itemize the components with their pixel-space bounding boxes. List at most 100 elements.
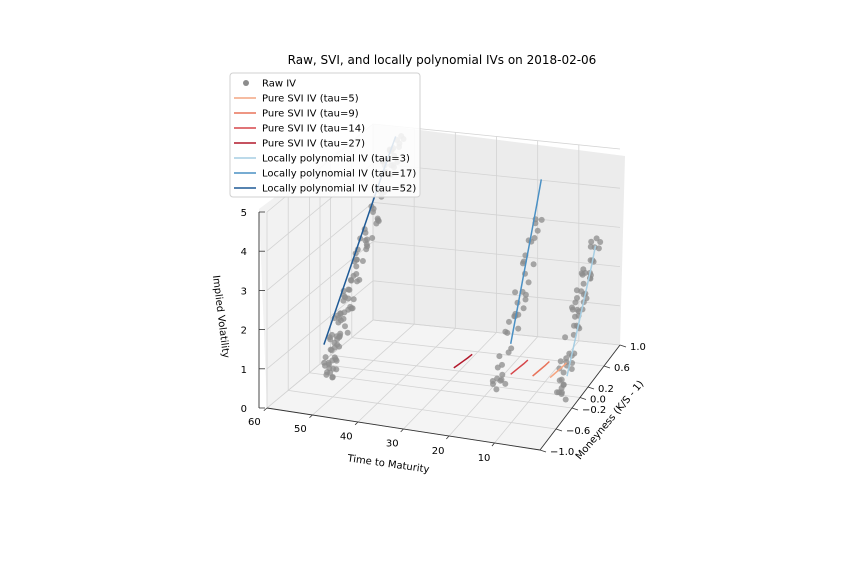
raw-iv-point <box>374 215 381 222</box>
grid-lines <box>266 123 621 451</box>
raw-iv-point <box>342 323 348 330</box>
raw-iv-point <box>346 286 353 293</box>
raw-iv-point <box>498 376 505 383</box>
series-line <box>509 179 543 344</box>
raw-iv-point <box>353 263 360 270</box>
raw-iv-point <box>348 305 355 312</box>
raw-iv-point <box>573 287 580 294</box>
raw-iv-point <box>333 357 340 364</box>
raw-iv-point <box>566 350 573 357</box>
y-tick-label: 0.2 <box>598 384 614 395</box>
raw-iv-point <box>530 261 537 268</box>
raw-iv-point <box>359 258 366 264</box>
raw-iv-point <box>354 278 360 285</box>
y-tick-label: 0.6 <box>614 363 630 374</box>
raw-iv-point <box>364 243 371 250</box>
y-tick-mark <box>539 449 547 453</box>
legend-box <box>229 72 421 198</box>
chart-title: Raw, SVI, and locally polynomial IVs on … <box>288 53 597 67</box>
raw-iv-point <box>348 277 355 284</box>
raw-iv-point <box>563 355 570 362</box>
raw-iv-point <box>568 366 575 372</box>
grid-line-iv <box>266 280 621 370</box>
raw-iv-point <box>334 336 341 343</box>
x-tick-label: 30 <box>386 439 399 450</box>
x-tick-label: 60 <box>248 417 261 428</box>
tick-labels: 60 50 40 30 20 10 −1.0 −0.6 −0.20.00.20.61.0 0 1 2 3… <box>241 208 646 464</box>
series-line <box>453 353 473 369</box>
raw-iv-point <box>519 260 526 267</box>
raw-iv-point <box>562 334 569 341</box>
raw-iv-point <box>329 374 336 380</box>
raw-iv-point <box>335 319 342 326</box>
x-tick-label: 40 <box>340 431 353 442</box>
z-axis-label: Implied Volatility <box>210 275 231 359</box>
z-tick-label: 4 <box>241 247 247 258</box>
raw-iv-point <box>595 245 602 252</box>
raw-iv-point <box>531 235 538 241</box>
raw-iv-point <box>489 378 496 384</box>
y-tick-mark <box>579 397 587 400</box>
raw-iv-point <box>520 305 527 312</box>
raw-iv-point <box>506 318 512 325</box>
z-tick-label: 5 <box>241 208 247 219</box>
raw-iv-point <box>341 309 348 316</box>
raw-iv-point <box>353 271 360 277</box>
legend-label: Locally polynomial IV (tau=17) <box>262 169 416 180</box>
raw-iv-point <box>574 306 581 313</box>
z-tick-label: 2 <box>241 326 247 337</box>
raw-iv-point <box>327 346 334 353</box>
grid-line-iv <box>266 241 621 330</box>
raw-iv-point <box>562 396 569 403</box>
legend-label: Pure SVI IV (tau=9) <box>262 109 359 120</box>
raw-iv-point <box>499 371 506 378</box>
x-tick-label: 20 <box>432 446 445 457</box>
y-tick-label: −0.6 <box>566 426 590 437</box>
raw-iv-point <box>350 296 357 303</box>
raw-iv-point <box>525 279 532 286</box>
x-tick-mark <box>263 407 268 411</box>
raw-iv-point <box>321 359 328 366</box>
raw-iv-point <box>512 289 519 296</box>
raw-iv-point <box>588 238 595 245</box>
raw-iv-point <box>493 386 500 393</box>
raw-iv-point <box>580 280 587 287</box>
raw-iv-point <box>505 349 512 356</box>
legend-label: Pure SVI IV (tau=27) <box>262 139 365 150</box>
legend-label: Locally polynomial IV (tau=3) <box>262 154 410 165</box>
x-tick-label: 10 <box>478 453 491 464</box>
raw-iv-point <box>496 353 503 360</box>
raw-iv-point <box>362 237 369 244</box>
raw-iv-point <box>522 291 529 298</box>
legend: Raw IV Pure SVI IV (tau=5) Pure SVI IV (ta… <box>229 72 421 198</box>
z-tick-label: 1 <box>241 365 247 376</box>
series-line <box>510 359 529 375</box>
raw-iv-point <box>587 243 594 250</box>
raw-iv-point <box>494 364 501 371</box>
y-tick-mark <box>587 386 595 390</box>
y-tick-label: −1.0 <box>550 447 574 458</box>
raw-iv-point <box>560 369 567 376</box>
raw-iv-point <box>502 380 509 387</box>
raw-iv-point <box>574 295 580 301</box>
series-line <box>566 245 597 377</box>
back-pane <box>373 124 625 345</box>
raw-iv-point <box>373 220 380 227</box>
legend-label: Pure SVI IV (tau=5) <box>262 94 359 105</box>
floor-pane <box>267 320 620 450</box>
legend-label: Raw IV <box>262 79 296 90</box>
raw-iv-point <box>582 269 589 276</box>
legend-marker <box>243 80 249 86</box>
z-tick-label: 0 <box>241 404 247 415</box>
raw-iv-point <box>326 334 333 341</box>
legend-label: Pure SVI IV (tau=14) <box>262 124 365 135</box>
raw-iv-point <box>323 371 330 378</box>
x-tick-mark <box>491 442 495 447</box>
raw-iv-point <box>522 296 529 303</box>
raw-iv-point <box>322 354 329 361</box>
grid-line-iv <box>266 319 621 409</box>
raw-iv-point <box>362 229 369 236</box>
y-tick-mark <box>619 344 627 348</box>
raw-iv-point <box>554 389 560 396</box>
